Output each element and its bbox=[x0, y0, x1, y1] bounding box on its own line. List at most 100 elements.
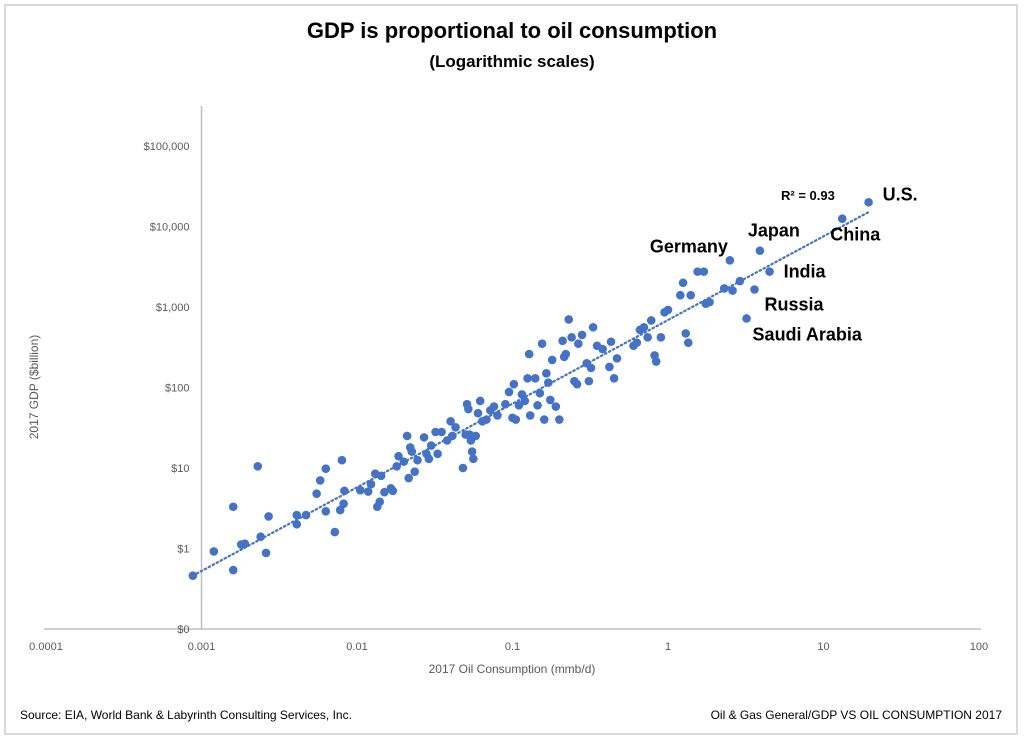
data-point bbox=[424, 454, 434, 464]
data-point bbox=[544, 378, 553, 387]
data-point bbox=[292, 519, 302, 529]
data-point bbox=[606, 337, 616, 347]
data-point bbox=[572, 379, 582, 389]
data-point bbox=[742, 314, 751, 323]
data-point bbox=[433, 449, 442, 459]
data-point bbox=[586, 363, 596, 373]
data-point bbox=[188, 571, 198, 580]
data-point bbox=[451, 423, 460, 432]
data-point bbox=[509, 379, 519, 389]
data-point bbox=[524, 349, 534, 359]
data-point bbox=[471, 431, 481, 441]
data-point bbox=[330, 527, 340, 537]
x-axis-title: 2017 Oil Consumption (mmb/d) bbox=[429, 662, 596, 676]
data-point bbox=[493, 411, 502, 420]
data-point bbox=[402, 431, 412, 441]
data-point bbox=[551, 402, 561, 411]
data-point bbox=[530, 374, 540, 383]
x-tick-label: 1 bbox=[665, 641, 671, 653]
data-point bbox=[605, 362, 614, 372]
data-point bbox=[676, 290, 685, 300]
data-point bbox=[240, 539, 250, 548]
data-point bbox=[340, 486, 349, 496]
data-point bbox=[525, 411, 535, 420]
data-point bbox=[426, 441, 436, 450]
country-label: China bbox=[830, 225, 881, 245]
data-point bbox=[561, 349, 571, 359]
data-point bbox=[489, 402, 499, 411]
y-tick-label: $1,000 bbox=[156, 302, 190, 314]
country-label: Saudi Arabia bbox=[753, 324, 863, 344]
data-point bbox=[337, 455, 347, 465]
r-squared-label: R² = 0.93 bbox=[781, 188, 835, 203]
data-point bbox=[558, 336, 567, 346]
data-point bbox=[392, 461, 401, 471]
y-tick-label: $10 bbox=[171, 463, 189, 475]
data-point bbox=[376, 471, 386, 481]
source-note: Source: EIA, World Bank & Labyrinth Cons… bbox=[20, 708, 352, 722]
data-point bbox=[564, 315, 574, 324]
data-point bbox=[663, 305, 673, 315]
data-point bbox=[388, 486, 398, 496]
data-point bbox=[315, 476, 325, 485]
data-point bbox=[735, 276, 745, 286]
x-tick-label: 0.1 bbox=[505, 641, 520, 653]
data-point bbox=[419, 433, 429, 442]
data-point bbox=[447, 431, 457, 441]
data-point bbox=[511, 415, 521, 424]
chart-title: GDP is proportional to oil consumption bbox=[306, 18, 718, 43]
data-point bbox=[464, 404, 473, 414]
data-point bbox=[683, 338, 693, 348]
x-tick-label: 0.001 bbox=[188, 641, 216, 653]
country-label: Germany bbox=[650, 236, 728, 256]
data-point bbox=[577, 330, 587, 340]
data-point bbox=[725, 256, 735, 265]
data-point bbox=[399, 457, 409, 466]
data-point bbox=[375, 497, 385, 507]
y-tick-label: $0 bbox=[177, 624, 189, 636]
data-point bbox=[533, 401, 542, 410]
data-point bbox=[535, 388, 545, 398]
data-point bbox=[413, 455, 422, 465]
data-point bbox=[728, 286, 737, 295]
country-label: Japan bbox=[748, 221, 800, 241]
y-tick-label: $100 bbox=[165, 383, 189, 395]
data-point bbox=[355, 485, 365, 495]
data-point bbox=[292, 510, 302, 520]
data-point bbox=[520, 396, 530, 406]
data-point bbox=[458, 463, 468, 473]
data-point bbox=[523, 374, 532, 383]
data-point bbox=[228, 565, 238, 575]
y-tick-label: $10,000 bbox=[150, 222, 190, 234]
data-point bbox=[446, 417, 455, 426]
data-point bbox=[431, 427, 440, 437]
data-point bbox=[612, 354, 622, 363]
y-axis-title: 2017 GDP ($billion) bbox=[27, 335, 41, 440]
data-point bbox=[312, 489, 321, 498]
data-point bbox=[588, 322, 598, 332]
data-point bbox=[632, 338, 642, 348]
data-point bbox=[537, 339, 547, 349]
data-point bbox=[639, 322, 649, 332]
data-point bbox=[567, 333, 576, 342]
chart-subtitle: (Logarithmic scales) bbox=[429, 52, 595, 71]
data-point bbox=[646, 316, 656, 325]
country-label: U.S. bbox=[883, 184, 918, 204]
data-point bbox=[404, 473, 413, 483]
data-point bbox=[755, 246, 765, 256]
data-point bbox=[705, 297, 714, 307]
data-point bbox=[681, 329, 691, 338]
x-tick-label: 0.0001 bbox=[29, 641, 63, 653]
data-point bbox=[574, 339, 583, 349]
chart-frame bbox=[4, 4, 1018, 735]
data-point bbox=[209, 547, 219, 556]
data-point bbox=[864, 197, 873, 207]
data-point bbox=[380, 487, 389, 497]
data-point bbox=[321, 464, 331, 474]
data-point bbox=[699, 267, 709, 276]
data-point bbox=[261, 548, 271, 558]
data-point bbox=[656, 333, 666, 342]
data-point bbox=[366, 479, 376, 489]
data-point bbox=[750, 285, 759, 294]
